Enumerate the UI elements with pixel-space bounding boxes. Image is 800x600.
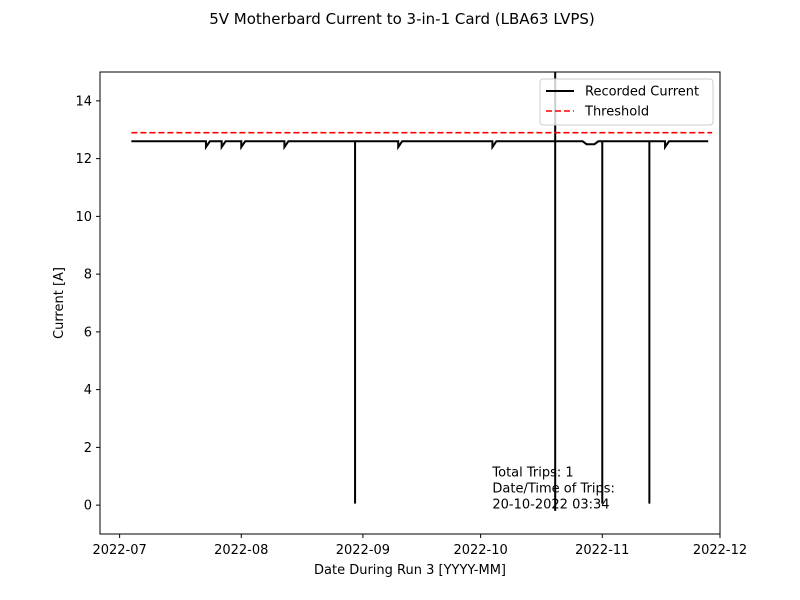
x-axis: 2022-07 2022-08 2022-09 2022-10 2022-11 2022-… xyxy=(92,534,747,558)
annotation-line: Total Trips: 1 xyxy=(491,465,573,480)
annotation-line: Date/Time of Trips: xyxy=(492,481,614,496)
chart-title: 5V Motherbard Current to 3-in-1 Card (LB… xyxy=(209,10,595,28)
y-tick-label: 10 xyxy=(75,210,92,225)
x-tick-label: 2022-08 xyxy=(214,543,268,558)
x-axis-label: Date During Run 3 [YYYY-MM] xyxy=(314,563,506,578)
y-tick-label: 8 xyxy=(84,268,92,283)
y-tick-label: 14 xyxy=(75,94,92,109)
y-tick-label: 2 xyxy=(84,441,92,456)
annotation-line: 20-10-2022 03:34 xyxy=(492,497,609,512)
x-tick-label: 2022-07 xyxy=(92,543,146,558)
y-tick-label: 12 xyxy=(75,152,92,167)
y-tick-label: 6 xyxy=(84,325,92,340)
y-tick-label: 4 xyxy=(84,383,92,398)
series-line-recorded-current xyxy=(131,72,709,511)
x-tick-label: 2022-09 xyxy=(336,543,390,558)
legend-label: Recorded Current xyxy=(585,85,699,100)
x-tick-label: 2022-10 xyxy=(453,543,507,558)
x-tick-label: 2022-11 xyxy=(575,543,629,558)
y-tick-label: 0 xyxy=(84,499,92,514)
plot-frame xyxy=(99,71,721,535)
y-axis: 0 2 4 6 8 10 12 14 xyxy=(75,94,100,514)
legend: Recorded Current Threshold xyxy=(539,78,714,126)
series-layer xyxy=(131,72,713,511)
legend-box xyxy=(539,78,714,126)
x-tick-label: 2022-12 xyxy=(693,543,747,558)
y-axis-label: Current [A] xyxy=(52,267,67,339)
legend-label: Threshold xyxy=(584,105,649,120)
